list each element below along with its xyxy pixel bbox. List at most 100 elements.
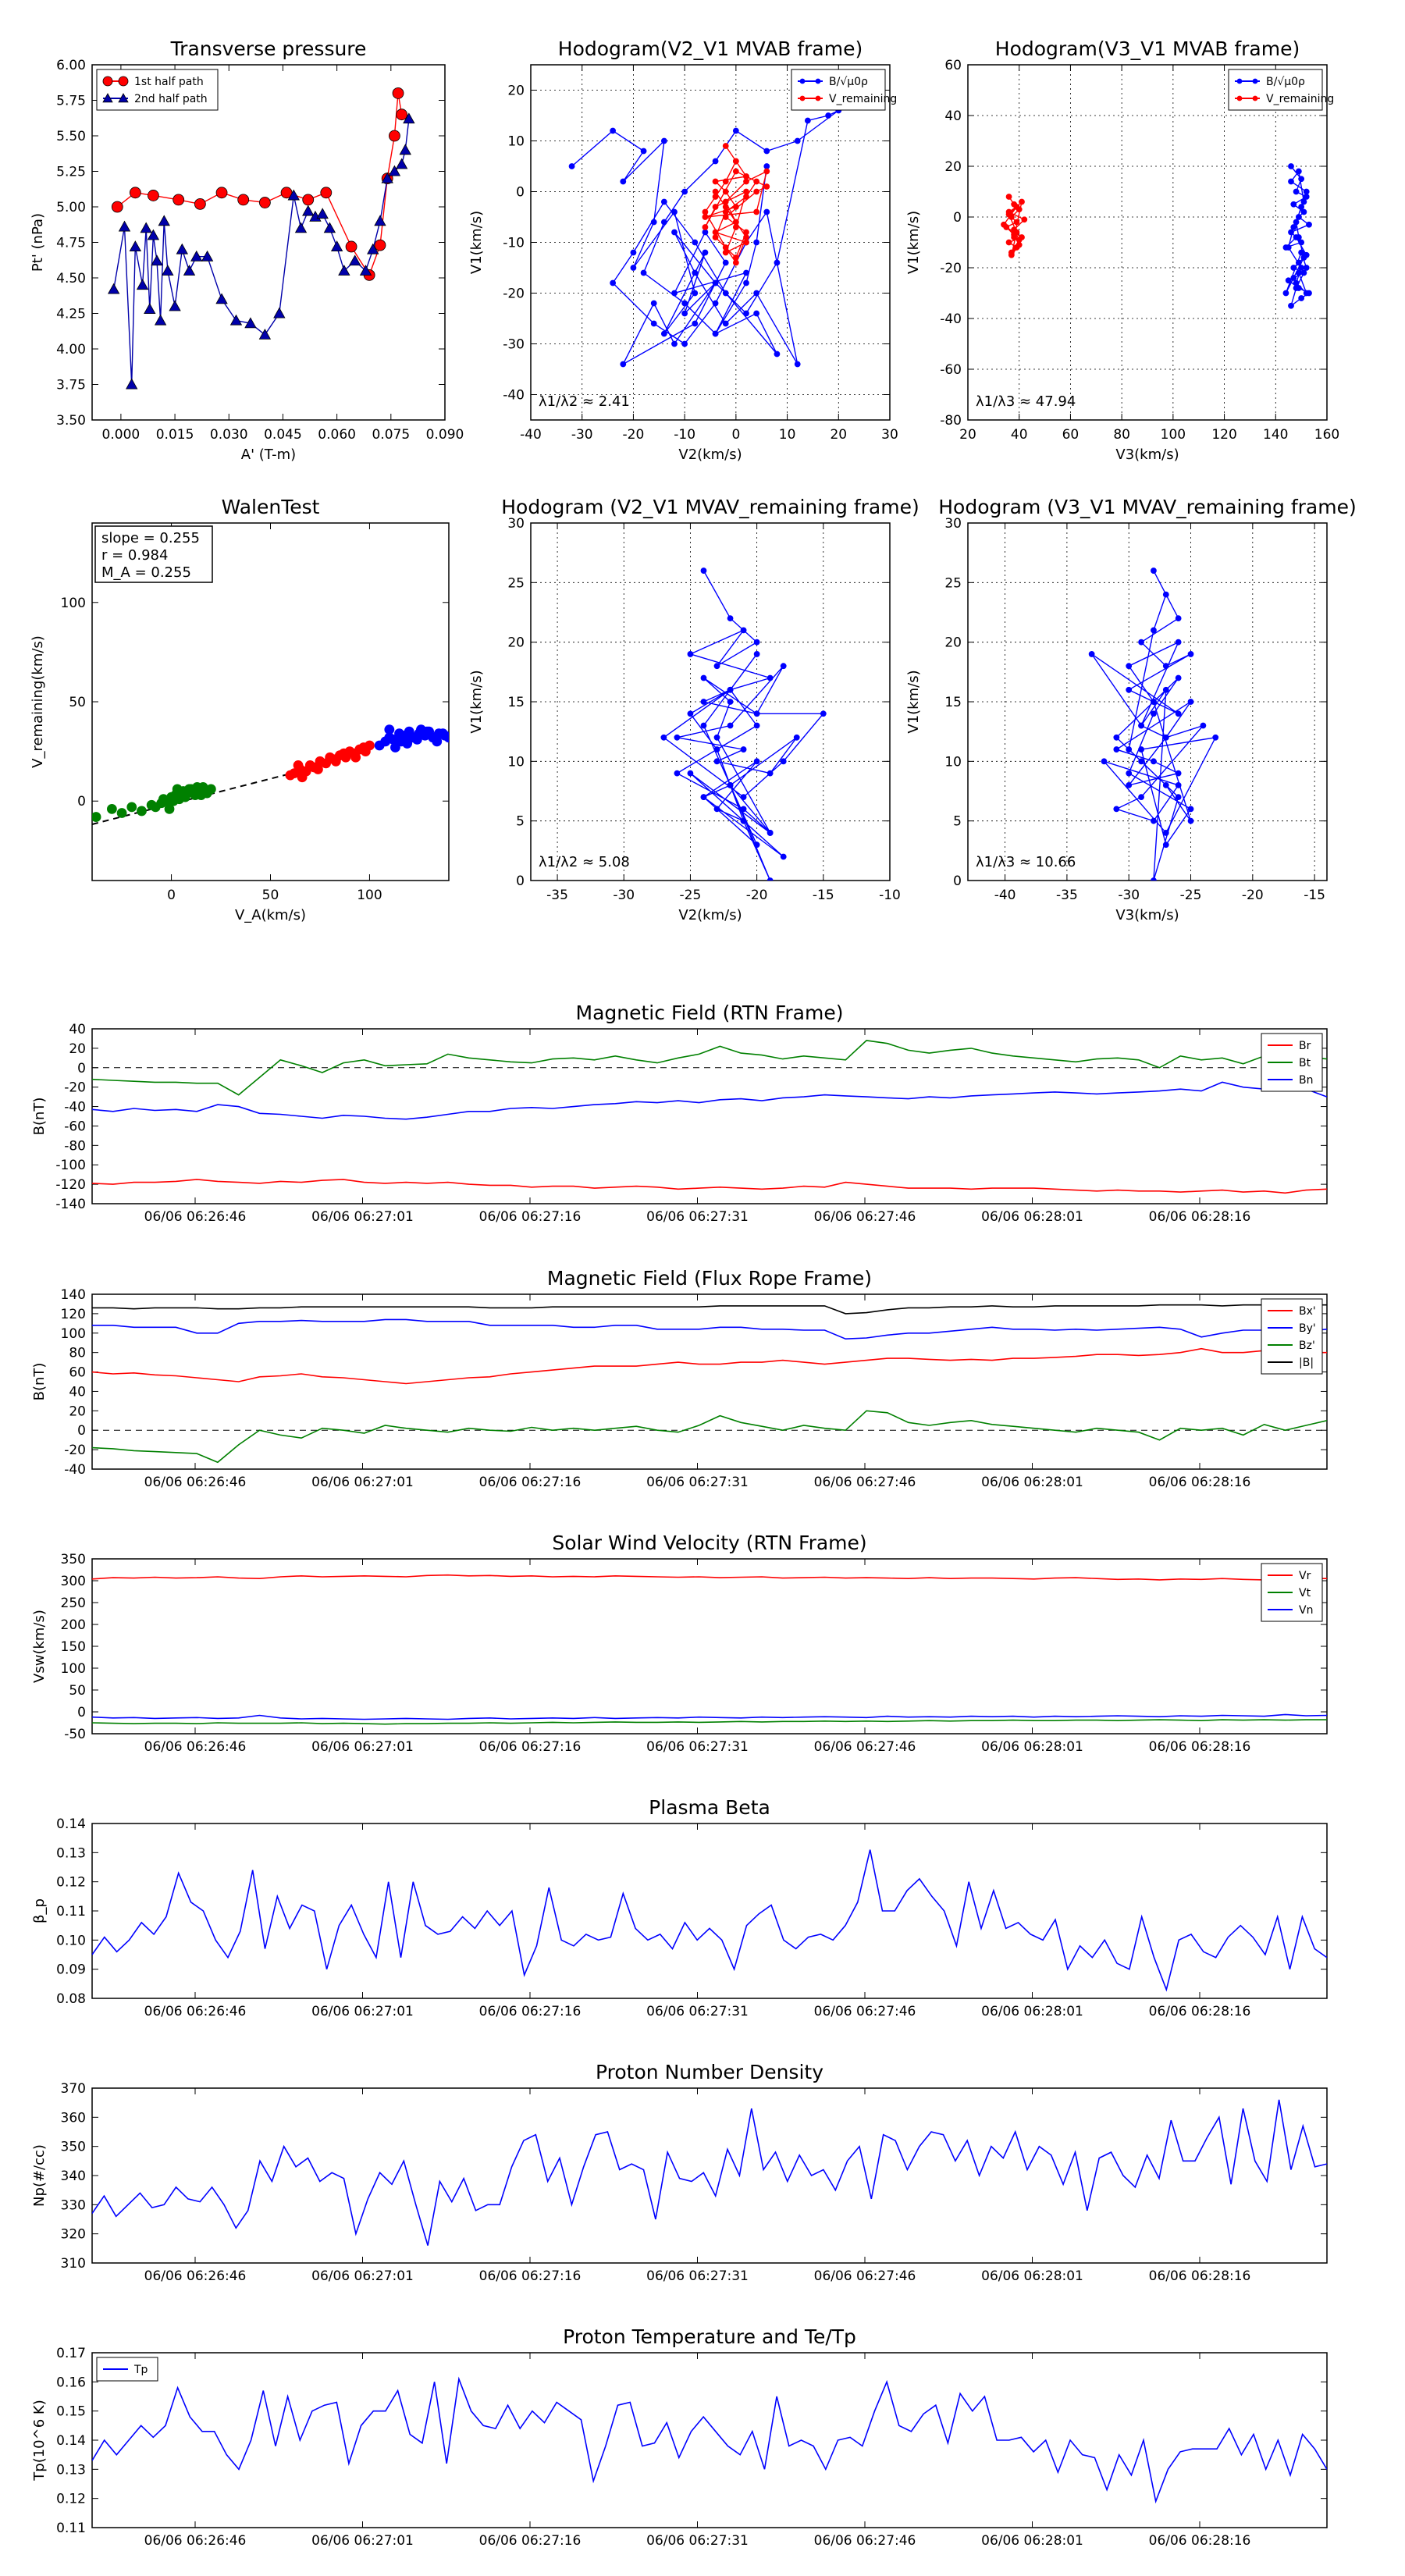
data-point [732,254,739,261]
data-point [173,194,185,206]
legend-marker [1252,95,1258,101]
legend-box [791,69,886,111]
data-point [681,340,688,347]
series-vn [92,1713,1327,1720]
data-point [1005,211,1012,218]
y-axis-label: V1(km/s) [468,211,485,274]
y-tick-label: 5 [953,814,962,830]
legend-marker [102,93,113,103]
data-point [753,208,760,215]
y-tick-label: 5.25 [56,165,86,180]
data-point [700,674,707,681]
data-point [1013,219,1020,226]
data-point [702,224,709,230]
data-point [660,137,667,144]
data-point [350,752,361,763]
data-point [399,144,411,155]
data-point [640,269,647,276]
legend-label: By' [1299,1322,1316,1335]
data-point [740,794,747,801]
annotation-box [94,525,213,583]
data-point [129,187,141,199]
y-tick-label: 0.16 [56,2375,86,2390]
y-tick-label: 120 [61,1307,86,1322]
data-point [297,772,308,783]
series-tp [92,2376,1327,2504]
x-tick-label: 160 [1314,427,1339,443]
x-tick-label: 06/06 06:27:31 [646,1209,749,1225]
x-tick-label: -15 [1304,888,1325,903]
y-tick-label: 10 [944,754,962,770]
data-point [793,734,800,741]
x-tick-label: -35 [1056,888,1078,903]
data-point [763,208,770,215]
y-tick-label: 0 [953,210,962,226]
chart-solar-wind-velocity: -50 0 50 100 150 200 250 300 350 Solar Wind Veloc… [31,1532,1328,1755]
x-tick-label: 06/06 06:27:31 [646,2268,749,2284]
data-point [753,722,760,729]
data-point [743,269,749,276]
data-point [780,853,787,860]
data-point [767,877,774,881]
data-point [727,781,734,788]
data-point [1162,841,1169,849]
x-tick-label: 06/06 06:26:46 [144,1475,247,1490]
data-point [732,127,739,134]
data-point [743,310,749,317]
x-tick-label: 06/06 06:28:01 [981,2268,1083,2284]
y-tick-label: 350 [61,2140,86,2155]
x-tick-label: 06/06 06:27:01 [311,2004,414,2019]
data-point [437,728,448,739]
x-tick-label: -15 [813,888,834,903]
legend-label: Bz' [1299,1340,1315,1352]
x-tick-label: -30 [571,427,593,443]
series-line [92,1713,1327,1720]
y-tick-label: 0.12 [56,1875,86,1891]
x-tick-label: 06/06 06:28:01 [981,2533,1083,2549]
legend: B/√μ0ρ V_remaining [1228,69,1334,111]
data-point [313,764,323,774]
plot-frame [91,1823,1328,1999]
data-point [722,143,729,149]
data-point [692,269,699,276]
series-line [92,1410,1327,1464]
data-point [1295,259,1302,266]
data-point [1019,198,1025,205]
data-point [1008,251,1015,258]
data-point [1001,221,1007,228]
chart-title: Hodogram(V3_V1 MVAB frame) [995,37,1300,60]
data-point [1138,746,1144,753]
data-point [1138,794,1144,801]
data-point [732,224,739,230]
data-point [712,188,719,195]
annotation-text: λ1/λ2 ≈ 2.41 [539,393,630,410]
legend-label: B/√μ0ρ [1266,76,1305,88]
data-point [722,214,729,220]
data-point [722,290,729,297]
annotation-text: λ1/λ2 ≈ 5.08 [539,854,630,870]
data-point [1175,710,1182,717]
series-group-2 [374,724,449,753]
data-point [753,310,760,317]
data-point [763,163,770,169]
data-point [820,710,827,717]
y-tick-label: 370 [61,2081,86,2097]
y-tick-label: 360 [61,2110,86,2126]
data-point [713,746,720,753]
data-point [702,208,709,215]
legend-label: V_remaining [829,93,897,105]
data-point [126,802,137,813]
data-point [396,109,408,121]
data-point [660,330,667,337]
data-point [700,568,707,574]
y-tick-label: -10 [503,236,525,251]
y-tick-label: 0.11 [56,1904,86,1920]
data-point [1016,241,1023,248]
data-point [1175,781,1182,788]
legend-marker [799,95,806,101]
y-tick-label: 200 [61,1617,86,1633]
data-point [194,197,206,210]
data-point [732,204,739,210]
data-point [258,197,271,208]
data-point [674,770,681,777]
